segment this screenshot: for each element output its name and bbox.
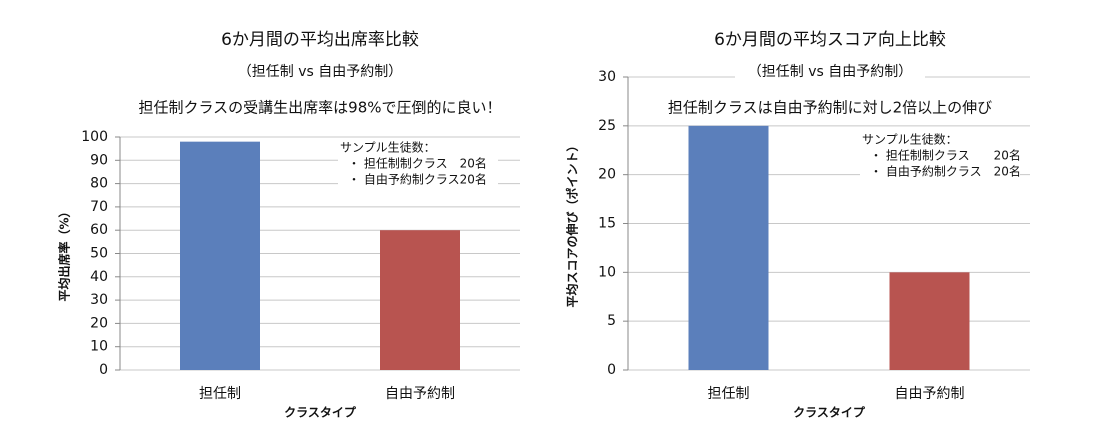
- note-bg: [860, 132, 1020, 148]
- y-tick-label: 60: [90, 222, 108, 238]
- x-tick-label: 担任制: [199, 386, 241, 402]
- y-tick-label: 80: [90, 176, 108, 192]
- annotation: 担任制クラスは自由予約制に対し2倍以上の伸び: [668, 99, 992, 117]
- annotation-bg: [660, 95, 1000, 121]
- y-axis-label: 平均スコアの伸び（ポイント）: [565, 139, 580, 307]
- note: ・ 自由予約制クラス 20名: [870, 164, 1021, 179]
- note: ・ 自由予約制クラス20名: [348, 172, 487, 187]
- y-tick-label: 10: [90, 339, 108, 355]
- y-tick-label: 20: [90, 315, 108, 331]
- note-bg: [338, 156, 498, 172]
- y-tick-label: 0: [607, 362, 616, 378]
- x-axis-label: クラスタイプ: [793, 405, 866, 420]
- bar: [380, 230, 460, 370]
- note: サンプル生徒数：: [862, 132, 958, 147]
- bar: [889, 272, 970, 370]
- chart-subtitle: （担任制 vs 自由予約制）: [748, 64, 912, 80]
- bar: [688, 125, 769, 370]
- y-tick-label: 10: [598, 264, 616, 280]
- note-bg: [860, 148, 1020, 164]
- y-tick-label: 25: [598, 118, 616, 134]
- y-tick-label: 15: [598, 216, 616, 232]
- y-tick-label: 30: [598, 69, 616, 85]
- y-tick-label: 5: [607, 313, 616, 329]
- y-tick-label: 100: [81, 129, 108, 145]
- bar: [180, 141, 260, 370]
- x-tick-label: 担任制: [708, 386, 750, 402]
- y-axis-label: 平均出席率（%）: [57, 205, 72, 301]
- x-tick-label: 自由予約制: [385, 386, 455, 402]
- note: ・ 担任制制クラス 20名: [348, 156, 487, 171]
- note: サンプル生徒数：: [340, 140, 436, 155]
- note: ・ 担任制制クラス 20名: [870, 148, 1021, 163]
- y-tick-label: 0: [99, 362, 108, 378]
- chart-title: 6か月間の平均出席率比較: [221, 30, 419, 50]
- y-tick-label: 90: [90, 152, 108, 168]
- chart-title: 6か月間の平均スコア向上比較: [714, 30, 946, 50]
- y-tick-label: 50: [90, 246, 108, 262]
- y-tick-label: 20: [598, 167, 616, 183]
- subtitle-bg: [735, 60, 925, 84]
- y-tick-label: 70: [90, 199, 108, 215]
- note-bg: [338, 172, 498, 188]
- annotation: 担任制クラスの受講生出席率は98%で圧倒的に良い！: [138, 99, 501, 117]
- x-axis-label: クラスタイプ: [284, 405, 357, 420]
- chart-subtitle: （担任制 vs 自由予約制）: [238, 64, 402, 80]
- note-bg: [338, 140, 498, 156]
- x-tick-label: 自由予約制: [895, 386, 965, 402]
- y-tick-label: 40: [90, 269, 108, 285]
- y-tick-label: 30: [90, 292, 108, 308]
- note-bg: [860, 164, 1020, 180]
